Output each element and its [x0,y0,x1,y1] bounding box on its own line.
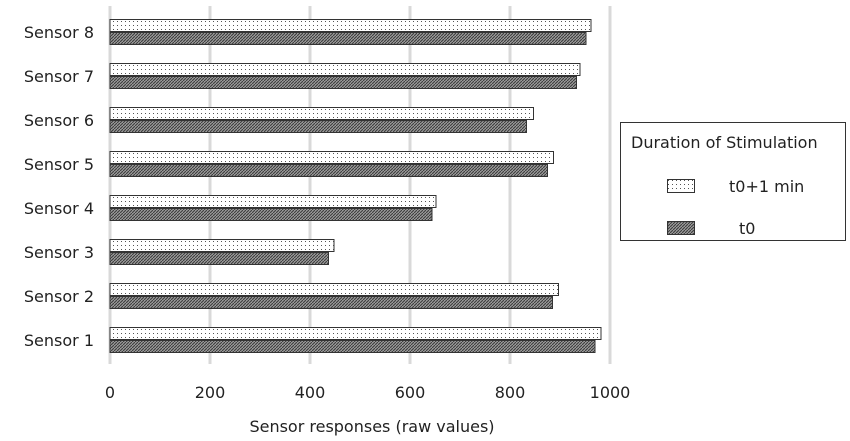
x-tick-label-5: 1000 [590,383,631,402]
x-tick-label-1: 200 [195,383,226,402]
category-labels: Sensor 1 Sensor 2 Sensor 3 Sensor 4 Sensor 5… [24,23,94,350]
bar-t0-1 [109,340,596,353]
category-label-5: Sensor 5 [24,155,94,174]
bar-t0-5 [109,164,548,177]
bar-t0-4 [109,208,433,221]
legend-swatch-dotted [667,179,695,193]
category-label-3: Sensor 3 [24,243,94,262]
category-label-1: Sensor 1 [24,331,94,350]
legend-label-series-2: t0 [739,219,756,238]
bar-t0-1-min-4 [109,195,437,208]
x-tick-label-4: 800 [495,383,526,402]
bar-t0-1-min-7 [109,63,581,76]
bar-t0-6 [109,120,527,133]
x-axis-label: Sensor responses (raw values) [249,417,494,436]
bar-t0-3 [109,252,329,265]
bar-t0-1-min-6 [109,107,534,120]
gridlines [108,6,612,364]
bar-t0-1-min-5 [109,151,554,164]
bar-t0-1-min-1 [109,327,602,340]
bar-t0-7 [109,76,577,89]
x-tick-labels: 0 200 400 600 800 1000 [105,383,630,402]
legend-swatch-hatched [667,221,695,235]
x-tick-label-3: 600 [395,383,426,402]
bar-t0-1-min-2 [109,283,559,296]
category-label-8: Sensor 8 [24,23,94,42]
bar-t0-1-min-8 [109,19,592,32]
category-label-6: Sensor 6 [24,111,94,130]
bar-t0-8 [109,32,587,45]
x-tick-label-2: 400 [295,383,326,402]
legend: Duration of Stimulation t0+1 min t0 [620,122,846,241]
bar-t0-1-min-3 [109,239,335,252]
category-label-7: Sensor 7 [24,67,94,86]
x-tick-label-0: 0 [105,383,115,402]
category-label-4: Sensor 4 [24,199,94,218]
legend-label-series-1: t0+1 min [729,177,805,196]
bar-t0-2 [109,296,553,309]
bars [109,19,602,353]
category-label-2: Sensor 2 [24,287,94,306]
legend-title: Duration of Stimulation [631,133,818,152]
